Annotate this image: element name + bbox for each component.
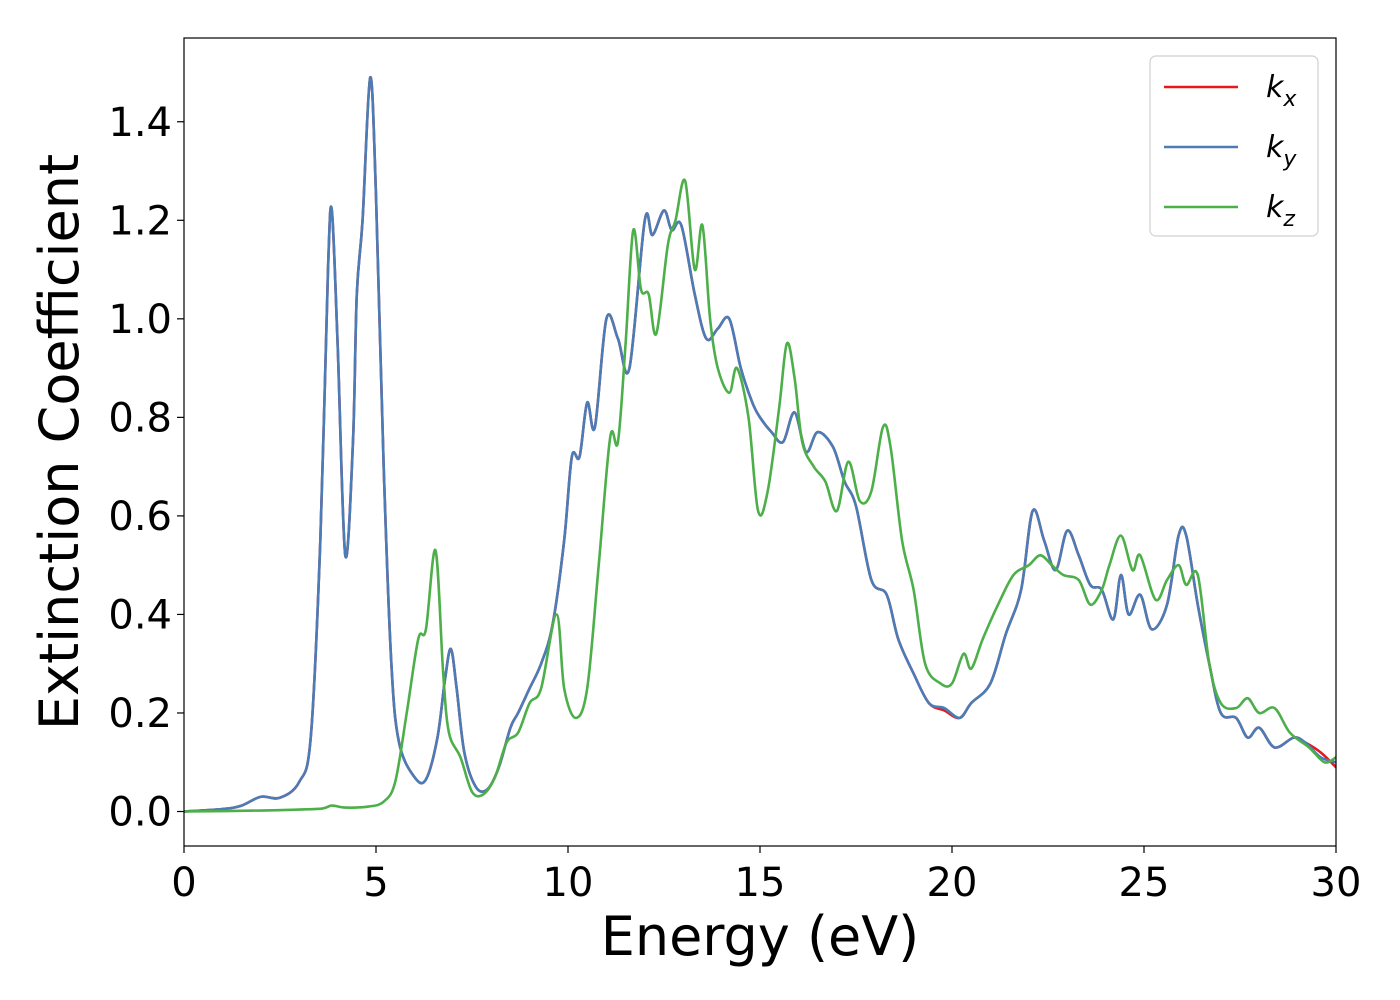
legend-label-base: k xyxy=(1266,70,1285,105)
y-axis-title: Extinction Coefficient xyxy=(28,154,91,730)
y-tick-label: 1.4 xyxy=(108,100,172,146)
legend-label-subscript: z xyxy=(1282,207,1295,232)
legend-label-z: kz xyxy=(1266,190,1295,232)
x-tick-label: 30 xyxy=(1311,860,1362,906)
y-tick-label: 0.4 xyxy=(108,592,172,638)
x-tick-label: 20 xyxy=(927,860,978,906)
x-tick-label: 5 xyxy=(363,860,388,906)
legend-label-base: k xyxy=(1266,130,1285,165)
y-tick-label: 0.0 xyxy=(108,790,172,836)
x-tick-label: 25 xyxy=(1119,860,1170,906)
series-line-z xyxy=(184,178,1336,813)
x-axis: 0 5 10 15 20 25 30 xyxy=(171,846,1361,906)
series-layer xyxy=(184,76,1336,813)
legend-label-x: kx xyxy=(1266,70,1297,112)
x-tick-label: 15 xyxy=(735,860,786,906)
y-tick-label: 0.6 xyxy=(108,494,172,540)
legend-label-y: ky xyxy=(1266,130,1297,172)
legend-label-subscript: x xyxy=(1282,87,1297,112)
legend-label-base: k xyxy=(1266,190,1285,225)
y-tick-label: 1.2 xyxy=(108,198,172,244)
x-axis-title: Energy (eV) xyxy=(601,905,920,968)
y-tick-label: 0.8 xyxy=(108,395,172,441)
y-axis: 0.0 0.2 0.4 0.6 0.8 1.0 1.2 1.4 xyxy=(108,100,184,836)
x-tick-label: 0 xyxy=(171,860,196,906)
legend-label-subscript: y xyxy=(1282,147,1297,172)
x-tick-label: 10 xyxy=(543,860,594,906)
y-tick-label: 1.0 xyxy=(108,297,172,343)
y-tick-label: 0.2 xyxy=(108,691,172,737)
series-line-y xyxy=(184,76,1336,813)
